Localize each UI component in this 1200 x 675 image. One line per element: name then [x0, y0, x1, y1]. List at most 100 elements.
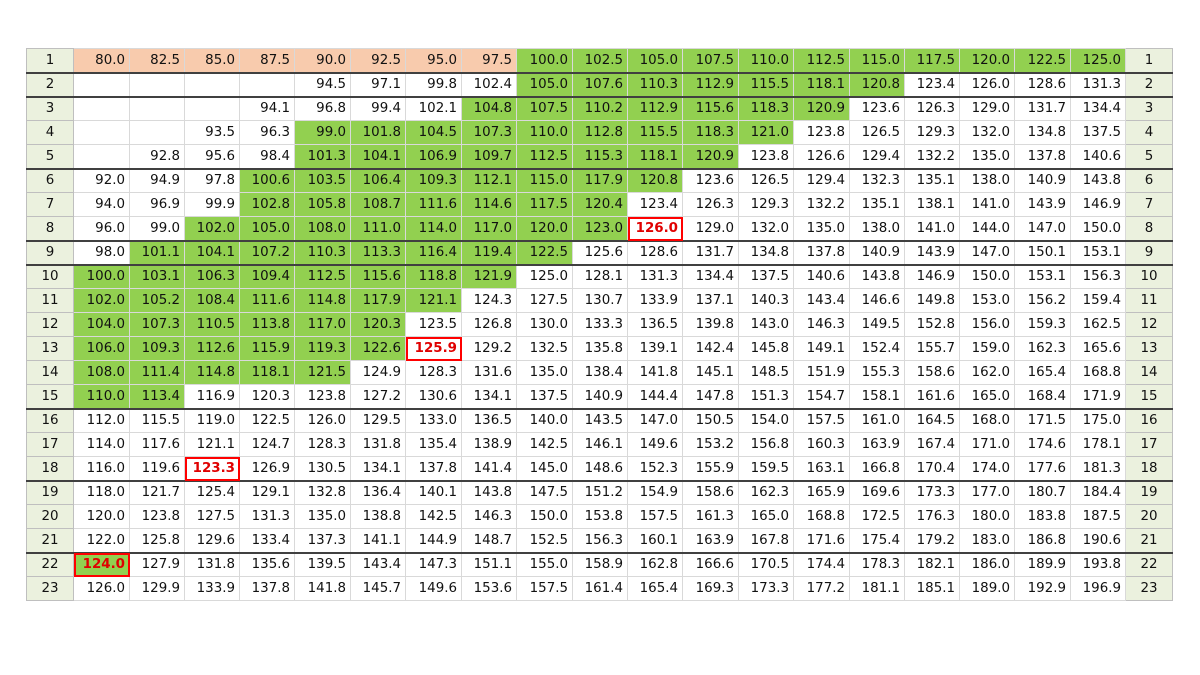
grid-cell[interactable]: 153.2: [682, 432, 739, 457]
grid-cell[interactable]: 123.8: [738, 144, 794, 169]
grid-cell[interactable]: 159.5: [738, 456, 794, 481]
grid-cell[interactable]: 102.0: [184, 216, 240, 241]
grid-cell[interactable]: 140.1: [405, 479, 462, 505]
grid-cell[interactable]: 111.4: [129, 360, 185, 385]
grid-cell[interactable]: 123.4: [627, 192, 683, 217]
grid-cell[interactable]: 138.8: [350, 504, 406, 529]
grid-cell[interactable]: 100.0: [73, 263, 130, 289]
row-header-left[interactable]: 19: [26, 479, 74, 505]
grid-cell[interactable]: 123.8: [129, 504, 185, 529]
grid-cell[interactable]: 153.6: [461, 576, 517, 601]
grid-cell[interactable]: 138.0: [959, 167, 1015, 193]
grid-cell[interactable]: 156.3: [1070, 263, 1126, 289]
grid-cell[interactable]: 137.3: [294, 528, 351, 553]
grid-cell[interactable]: 134.4: [682, 263, 739, 289]
grid-cell[interactable]: 141.8: [627, 360, 683, 385]
grid-cell[interactable]: 180.0: [959, 504, 1015, 529]
grid-cell[interactable]: 143.0: [738, 312, 794, 337]
row-header-right[interactable]: 12: [1125, 312, 1173, 337]
grid-cell[interactable]: 136.4: [350, 479, 406, 505]
grid-cell[interactable]: 141.0: [959, 192, 1015, 217]
grid-cell[interactable]: 134.8: [738, 239, 794, 265]
grid-cell[interactable]: 172.5: [849, 504, 905, 529]
grid-cell[interactable]: 108.0: [73, 360, 130, 385]
grid-cell[interactable]: 168.8: [793, 504, 850, 529]
grid-cell[interactable]: 104.0: [73, 312, 130, 337]
grid-cell[interactable]: 104.1: [184, 239, 240, 265]
grid-cell[interactable]: 150.5: [682, 407, 739, 433]
grid-cell[interactable]: 118.8: [405, 263, 462, 289]
grid-cell[interactable]: 135.0: [959, 144, 1015, 169]
grid-cell[interactable]: 110.0: [73, 384, 130, 409]
grid-cell[interactable]: 143.8: [461, 479, 517, 505]
grid-cell[interactable]: 126.5: [738, 167, 794, 193]
grid-cell[interactable]: 142.5: [405, 504, 462, 529]
grid-cell[interactable]: 170.5: [738, 551, 794, 577]
grid-cell[interactable]: 189.9: [1014, 551, 1071, 577]
grid-cell[interactable]: 99.0: [129, 216, 185, 241]
grid-cell[interactable]: 147.0: [1014, 216, 1071, 241]
grid-cell[interactable]: 103.5: [294, 167, 351, 193]
row-header-left[interactable]: 15: [26, 384, 74, 409]
grid-cell[interactable]: [73, 120, 130, 145]
grid-cell[interactable]: 110.2: [572, 95, 628, 121]
grid-cell[interactable]: 177.0: [959, 479, 1015, 505]
grid-cell[interactable]: 151.3: [738, 384, 794, 409]
grid-cell[interactable]: 112.6: [184, 336, 240, 361]
grid-cell[interactable]: 189.0: [959, 576, 1015, 601]
grid-cell[interactable]: 182.1: [904, 551, 960, 577]
grid-cell[interactable]: [73, 71, 130, 97]
grid-cell[interactable]: 145.1: [682, 360, 739, 385]
grid-cell[interactable]: 136.5: [461, 407, 517, 433]
row-header-right[interactable]: 14: [1125, 360, 1173, 385]
grid-cell[interactable]: 131.8: [350, 432, 406, 457]
grid-cell[interactable]: 108.4: [184, 288, 240, 313]
grid-cell[interactable]: 143.8: [849, 263, 905, 289]
grid-cell[interactable]: 128.1: [572, 263, 628, 289]
grid-cell[interactable]: [184, 95, 240, 121]
grid-cell[interactable]: 142.5: [516, 432, 573, 457]
grid-cell[interactable]: 154.0: [738, 407, 794, 433]
grid-cell[interactable]: 131.3: [1070, 71, 1126, 97]
grid-cell[interactable]: 115.5: [627, 120, 683, 145]
grid-cell[interactable]: 149.5: [849, 312, 905, 337]
grid-cell[interactable]: 158.6: [904, 360, 960, 385]
grid-cell[interactable]: 138.1: [904, 192, 960, 217]
grid-cell[interactable]: 137.5: [738, 263, 794, 289]
grid-cell[interactable]: 105.8: [294, 192, 351, 217]
grid-cell[interactable]: 105.0: [239, 216, 295, 241]
grid-cell[interactable]: 104.8: [461, 95, 517, 121]
grid-cell[interactable]: 159.0: [959, 336, 1015, 361]
grid-cell[interactable]: 115.6: [350, 263, 406, 289]
grid-cell[interactable]: 134.8: [1014, 120, 1071, 145]
row-header-left[interactable]: 5: [26, 144, 74, 169]
grid-cell[interactable]: 181.1: [849, 576, 905, 601]
grid-cell[interactable]: 153.1: [1014, 263, 1071, 289]
grid-cell[interactable]: 95.0: [405, 48, 462, 73]
grid-cell[interactable]: 112.9: [682, 71, 739, 97]
grid-cell[interactable]: 150.0: [516, 504, 573, 529]
grid-cell[interactable]: 105.0: [516, 71, 573, 97]
grid-cell[interactable]: 146.3: [461, 504, 517, 529]
grid-cell[interactable]: 115.3: [572, 144, 628, 169]
grid-cell[interactable]: 133.4: [239, 528, 295, 553]
grid-cell[interactable]: 102.8: [239, 192, 295, 217]
grid-cell[interactable]: 166.8: [849, 456, 905, 481]
grid-cell[interactable]: 147.8: [682, 384, 739, 409]
grid-cell[interactable]: 123.8: [793, 120, 850, 145]
grid-cell[interactable]: 149.6: [405, 576, 462, 601]
grid-cell[interactable]: 176.3: [904, 504, 960, 529]
grid-cell[interactable]: 177.6: [1014, 456, 1071, 481]
grid-cell[interactable]: 165.4: [1014, 360, 1071, 385]
grid-cell[interactable]: 99.8: [405, 71, 462, 97]
grid-cell[interactable]: 109.3: [405, 167, 462, 193]
grid-cell[interactable]: 140.6: [1070, 144, 1126, 169]
grid-cell[interactable]: 128.3: [405, 360, 462, 385]
grid-cell[interactable]: 118.0: [73, 479, 130, 505]
grid-cell[interactable]: 156.8: [738, 432, 794, 457]
grid-cell[interactable]: 106.0: [73, 336, 130, 361]
grid-cell[interactable]: 117.0: [294, 312, 351, 337]
grid-cell[interactable]: 99.4: [350, 95, 406, 121]
grid-cell[interactable]: 165.9: [793, 479, 850, 505]
grid-cell[interactable]: 132.8: [294, 479, 351, 505]
